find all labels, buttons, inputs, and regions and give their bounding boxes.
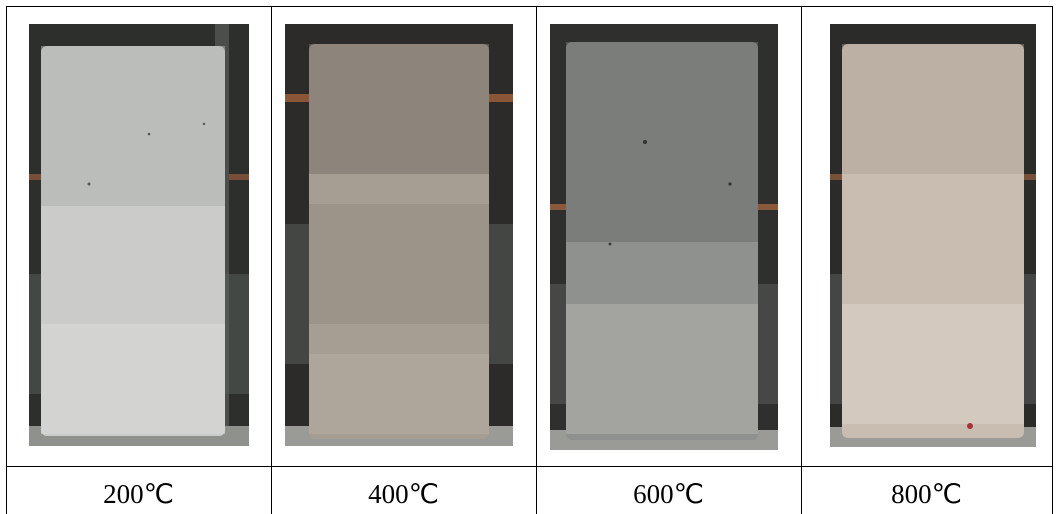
- temperature-label-600: 600℃: [633, 479, 704, 509]
- specimen-photo-600: [550, 24, 778, 450]
- temperature-label-400: 400℃: [368, 479, 439, 509]
- temperature-label-200: 200℃: [103, 479, 174, 509]
- concrete-cylinder-image: [550, 24, 778, 450]
- table-left-border: [6, 6, 7, 514]
- table-top-border: [6, 6, 1053, 7]
- table-row-divider: [6, 466, 1053, 467]
- table-column-divider: [801, 6, 802, 514]
- temperature-label-800: 800℃: [891, 479, 962, 509]
- concrete-cylinder-image: [830, 24, 1036, 447]
- table-column-divider: [271, 6, 272, 514]
- specimen-photo-400: [285, 24, 513, 446]
- table-column-divider: [536, 6, 537, 514]
- concrete-cylinder-image: [285, 24, 513, 446]
- table-right-border: [1052, 6, 1053, 514]
- concrete-cylinder-image: [29, 24, 249, 446]
- specimen-photo-800: [830, 24, 1036, 447]
- specimen-photo-200: [29, 24, 249, 446]
